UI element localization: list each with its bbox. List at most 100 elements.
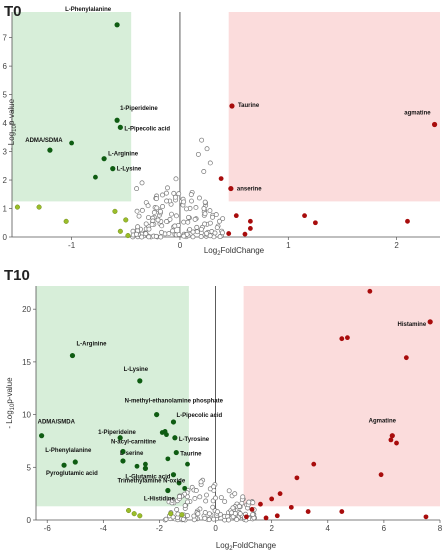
down-minor-point: [123, 217, 129, 223]
nonsignificant-point: [190, 234, 196, 240]
x-tick-label: 4: [326, 524, 331, 533]
y-tick-label: 15: [22, 358, 31, 367]
down-minor-point: [168, 511, 174, 517]
nonsignificant-point: [187, 227, 193, 232]
nonsignificant-point: [213, 495, 218, 501]
nonsignificant-point: [232, 491, 238, 497]
nonsignificant-point: [203, 498, 209, 504]
up-point: [233, 213, 239, 219]
point-annotation: L-Histidine: [144, 496, 176, 502]
down-point: [182, 485, 188, 491]
nonsignificant-point: [211, 516, 217, 522]
point-annotation: L-Arginine: [76, 342, 107, 348]
x-tick-label: 6: [382, 524, 387, 533]
nonsignificant-point: [157, 208, 163, 214]
nonsignificant-point: [165, 185, 170, 191]
down-point: [69, 140, 74, 146]
up-point: [288, 504, 294, 510]
nonsignificant-point: [232, 511, 238, 516]
nonsignificant-point: [134, 208, 140, 214]
nonsignificant-point: [204, 146, 210, 152]
x-tick-label: 0: [178, 241, 183, 250]
x-tick-label: 2: [394, 241, 399, 250]
point-annotation: L-Lysine: [117, 167, 142, 173]
nonsignificant-point: [207, 233, 213, 239]
down-minor-point: [36, 204, 42, 210]
nonsignificant-point: [174, 507, 180, 512]
nonsignificant-point: [164, 198, 170, 204]
down-minor-point: [126, 507, 132, 514]
labeled-point: [142, 465, 149, 471]
down-point: [164, 432, 169, 438]
labeled-point: [101, 156, 107, 162]
nonsignificant-point: [206, 517, 212, 523]
nonsignificant-point: [180, 516, 186, 522]
nonsignificant-point: [160, 204, 166, 209]
point-annotation: Taurine: [238, 103, 260, 109]
labeled-point: [39, 433, 45, 439]
nonsignificant-point: [159, 229, 164, 235]
nonsignificant-point: [175, 511, 181, 517]
nonsignificant-point: [210, 214, 216, 220]
nonsignificant-point: [169, 497, 175, 503]
y-axis-label: - Log10p-value: [7, 98, 18, 150]
down-point: [176, 480, 182, 486]
nonsignificant-point: [226, 488, 232, 494]
down-minor-point: [117, 228, 123, 234]
nonsignificant-point: [182, 503, 188, 509]
labeled-point: [173, 449, 179, 456]
nonsignificant-point: [163, 190, 169, 196]
panel-title: T10: [4, 267, 30, 284]
down-regulated-region: [12, 12, 132, 202]
nonsignificant-point: [166, 231, 172, 237]
nonsignificant-point: [218, 495, 224, 500]
nonsignificant-point: [181, 219, 187, 225]
x-tick-label: -2: [156, 524, 164, 533]
nonsignificant-point: [149, 222, 155, 228]
nonsignificant-point: [212, 230, 218, 236]
labeled-point: [110, 166, 116, 172]
nonsignificant-point: [199, 137, 205, 143]
up-point: [247, 226, 253, 231]
labeled-point: [165, 487, 171, 494]
point-annotation: Agmatine: [369, 419, 397, 425]
point-annotation: L-Arginine: [108, 152, 139, 158]
down-minor-point: [14, 204, 20, 210]
up-point: [226, 231, 232, 236]
up-point: [305, 509, 311, 514]
panel-title: T0: [4, 3, 22, 20]
nonsignificant-point: [146, 215, 151, 220]
nonsignificant-point: [172, 223, 178, 229]
nonsignificant-point: [195, 511, 201, 517]
nonsignificant-point: [136, 213, 142, 219]
labeled-point: [389, 433, 395, 439]
nonsignificant-point: [207, 160, 213, 166]
nonsignificant-point: [159, 223, 165, 229]
nonsignificant-point: [189, 198, 194, 204]
up-point: [247, 218, 253, 224]
up-point: [294, 475, 300, 481]
nonsignificant-point: [198, 234, 204, 240]
nonsignificant-point: [230, 505, 236, 511]
down-point: [165, 456, 171, 462]
up-point: [277, 491, 283, 497]
down-point: [185, 461, 190, 467]
x-tick-label: 2: [269, 524, 274, 533]
down-point: [143, 461, 148, 467]
labeled-point: [170, 419, 177, 425]
up-point: [244, 514, 249, 520]
point-annotation: L-Glutamic acid: [125, 474, 170, 480]
y-tick-label: 10: [22, 411, 31, 420]
up-point: [302, 213, 307, 219]
up-point: [263, 515, 269, 521]
nonsignificant-point: [167, 216, 173, 222]
point-annotation: N-acyl-carnitine: [111, 439, 157, 445]
up-point: [423, 514, 429, 520]
up-point: [249, 507, 255, 512]
nonsignificant-point: [210, 504, 216, 510]
nonsignificant-point: [186, 214, 191, 220]
point-annotation: agmatine: [404, 111, 431, 117]
nonsignificant-point: [192, 216, 198, 222]
point-annotation: Histamine: [397, 322, 426, 328]
down-point: [134, 463, 140, 469]
